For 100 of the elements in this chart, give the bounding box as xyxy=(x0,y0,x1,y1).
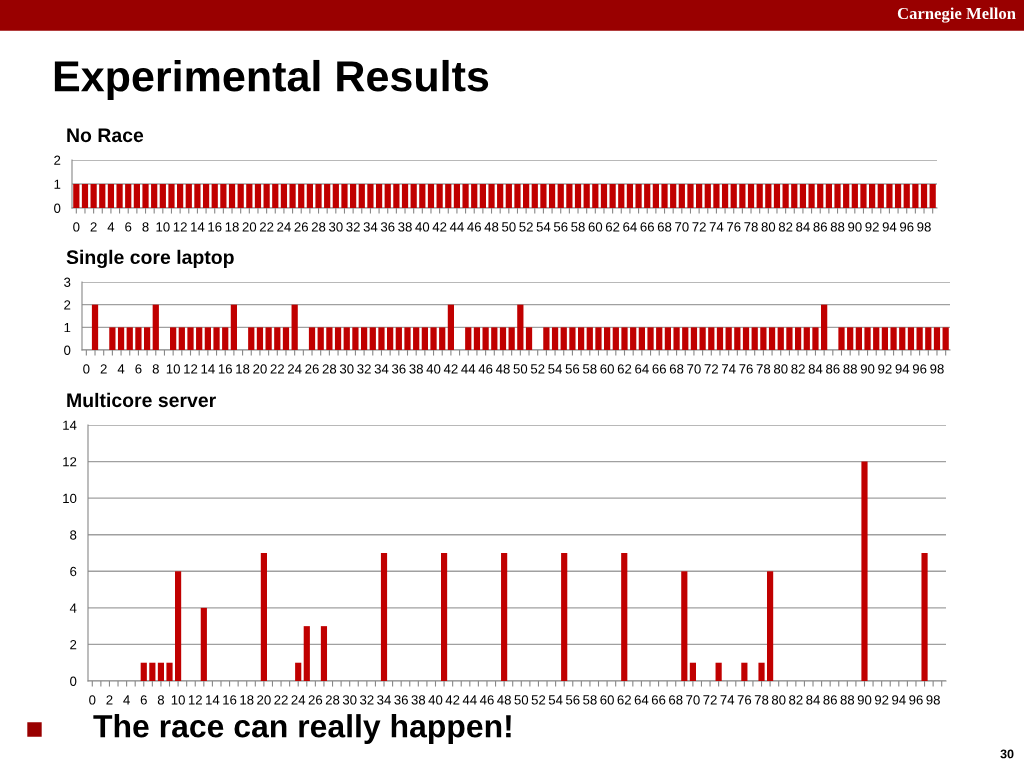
x-tick-label: 24 xyxy=(277,222,291,232)
x-tick-label: 26 xyxy=(294,222,308,232)
x-tick-label: 44 xyxy=(449,222,464,232)
x-tick-label: 60 xyxy=(600,364,614,374)
x-tick-label: 90 xyxy=(857,695,872,705)
y-tick-label: 12 xyxy=(63,457,77,467)
x-tick-label: 26 xyxy=(308,695,323,705)
x-tick-label: 2 xyxy=(100,364,107,374)
x-tick-label: 76 xyxy=(727,222,741,232)
x-tick-label: 62 xyxy=(617,695,631,705)
x-tick-label: 12 xyxy=(173,222,187,232)
y-tick-label: 6 xyxy=(70,566,77,577)
bar xyxy=(758,662,765,681)
x-tick-label: 48 xyxy=(484,222,499,232)
x-tick-label: 92 xyxy=(874,695,889,705)
bar xyxy=(260,553,267,681)
x-tick-label: 84 xyxy=(806,695,820,705)
x-tick-label: 94 xyxy=(892,695,906,705)
x-tick-label: 82 xyxy=(789,695,803,705)
x-tick-label: 92 xyxy=(878,364,892,374)
x-tick-label: 16 xyxy=(218,364,232,374)
x-tick-label: 22 xyxy=(270,364,284,374)
x-tick-label: 66 xyxy=(652,364,666,374)
x-tick-label: 96 xyxy=(900,222,914,232)
x-tick-label: 36 xyxy=(391,364,406,374)
x-tick-label: 88 xyxy=(830,222,845,232)
x-tick-label: 12 xyxy=(188,695,202,705)
x-tick-label: 52 xyxy=(519,222,533,232)
x-tick-label: 94 xyxy=(882,222,897,232)
x-tick-label: 20 xyxy=(253,364,267,374)
x-tick-label: 14 xyxy=(191,222,205,232)
x-tick-label: 34 xyxy=(363,222,378,232)
bar xyxy=(715,662,722,681)
x-tick-label: 72 xyxy=(704,364,718,374)
x-tick-label: 32 xyxy=(346,222,360,232)
x-tick-label: 20 xyxy=(257,695,271,705)
bar xyxy=(140,662,147,681)
x-tick-label: 56 xyxy=(565,695,580,705)
x-tick-label: 70 xyxy=(687,364,701,374)
bar xyxy=(303,626,310,681)
x-tick-label: 50 xyxy=(502,222,516,232)
x-tick-label: 8 xyxy=(142,222,149,232)
x-tick-label: 54 xyxy=(536,222,551,232)
bar xyxy=(157,662,165,681)
bar xyxy=(741,662,748,681)
x-tick-label: 2 xyxy=(106,695,113,705)
bar xyxy=(621,553,628,681)
x-tick-label: 82 xyxy=(778,222,793,232)
x-tick-label: 88 xyxy=(843,364,857,374)
x-tick-label: 34 xyxy=(374,364,389,374)
text: Carnegie Mellon xyxy=(897,7,1016,23)
bar xyxy=(561,553,568,681)
x-tick-label: 76 xyxy=(737,695,752,705)
x-tick-label: 8 xyxy=(152,364,159,374)
x-tick-label: 58 xyxy=(583,695,597,705)
bar xyxy=(320,626,328,681)
x-tick-label: 98 xyxy=(926,695,940,705)
x-tick-label: 24 xyxy=(291,695,306,705)
x-tick-label: 16 xyxy=(208,222,222,232)
bar xyxy=(689,662,696,681)
x-tick-label: 80 xyxy=(761,222,776,232)
x-tick-label: 70 xyxy=(675,222,689,232)
x-tick-label: 90 xyxy=(848,222,862,232)
x-tick-label: 86 xyxy=(826,364,840,374)
x-tick-label: 80 xyxy=(771,695,786,705)
x-tick-label: 36 xyxy=(380,222,395,232)
y-tick-label: 8 xyxy=(70,530,77,540)
x-tick-label: 50 xyxy=(513,364,528,374)
x-tick-label: 6 xyxy=(140,695,147,705)
x-tick-label: 40 xyxy=(426,364,441,374)
x-tick-label: 6 xyxy=(135,364,142,374)
x-tick-label: 76 xyxy=(739,364,753,374)
x-tick-label: 58 xyxy=(571,222,585,232)
x-tick-label: 58 xyxy=(582,364,597,374)
x-tick-label: 86 xyxy=(813,222,827,232)
x-tick-label: 48 xyxy=(497,695,511,705)
chart-title: No Race xyxy=(67,128,144,143)
x-tick-label: 26 xyxy=(305,364,319,374)
x-tick-label: 78 xyxy=(744,222,758,232)
x-tick-label: 52 xyxy=(531,695,546,705)
x-tick-label: 28 xyxy=(311,222,326,232)
x-tick-label: 36 xyxy=(394,695,408,705)
x-tick-label: 8 xyxy=(157,695,165,705)
bar xyxy=(921,553,928,681)
x-tick-label: 98 xyxy=(917,222,931,232)
x-tick-label: 10 xyxy=(156,222,170,232)
y-tick-label: 0 xyxy=(70,676,77,686)
x-tick-label: 66 xyxy=(651,695,666,705)
x-tick-label: 98 xyxy=(930,364,944,374)
x-tick-label: 52 xyxy=(530,364,545,374)
x-tick-label: 78 xyxy=(754,695,769,705)
x-tick-label: 46 xyxy=(479,695,494,705)
x-tick-label: 66 xyxy=(640,222,654,232)
x-tick-label: 94 xyxy=(895,364,910,374)
x-tick-label: 96 xyxy=(912,364,927,374)
x-tick-label: 16 xyxy=(223,695,237,705)
x-tick-label: 32 xyxy=(360,695,374,705)
x-tick-label: 40 xyxy=(428,695,443,705)
bar xyxy=(501,553,508,681)
x-tick-label: 10 xyxy=(166,364,180,374)
